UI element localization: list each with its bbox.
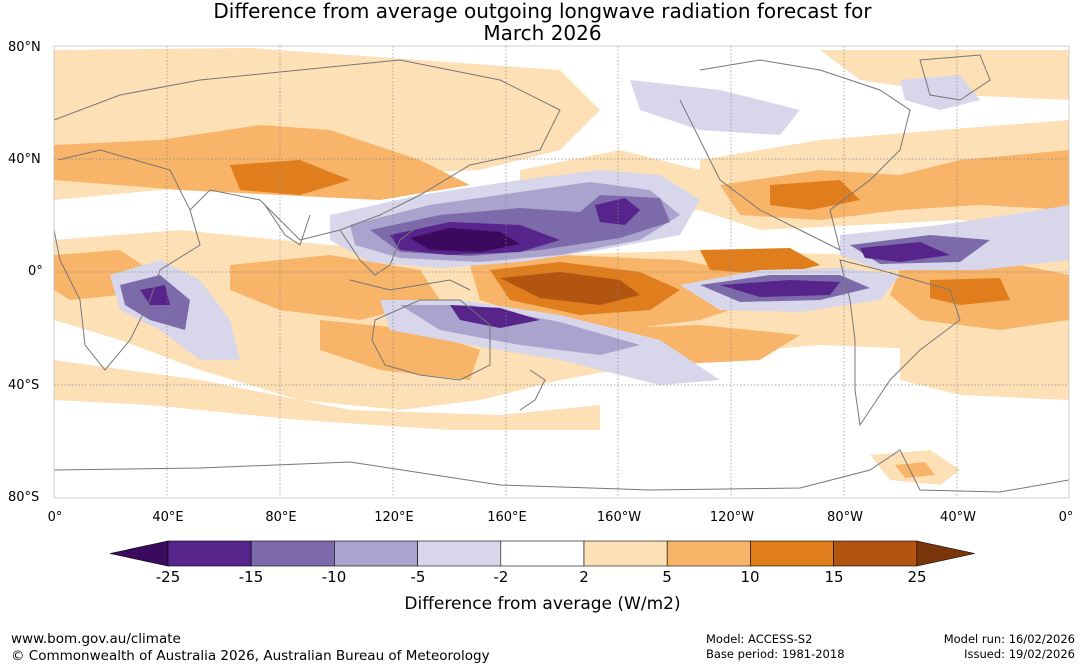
anomaly-positive-australia bbox=[320, 320, 480, 380]
map-frame bbox=[53, 45, 1070, 499]
lon-label-160w: 160°W bbox=[596, 510, 642, 525]
anomaly-negative-caribbean-strong bbox=[860, 242, 950, 262]
coast-indonesia bbox=[349, 279, 471, 291]
lon-label-40e: 40°E bbox=[152, 510, 184, 525]
colorbar-segment bbox=[167, 540, 252, 567]
anomaly-positive-arctic bbox=[820, 50, 1069, 100]
coast-south-america bbox=[839, 259, 961, 427]
coast-eurasia bbox=[54, 59, 561, 241]
coast-new-zealand bbox=[519, 369, 546, 411]
coast-greenland bbox=[919, 54, 991, 101]
coast-africa bbox=[54, 149, 201, 371]
colorbar-segment bbox=[666, 540, 751, 567]
colorbar-segment bbox=[750, 540, 834, 567]
lon-label-0-east: 0° bbox=[1058, 510, 1074, 525]
anomaly-positive-eurasia bbox=[54, 125, 470, 200]
anomaly-negative-south-indian-strong bbox=[140, 285, 170, 305]
anomaly-positive-gulf bbox=[770, 180, 860, 210]
colorbar-tick-label: 10 bbox=[740, 568, 760, 586]
anomaly-positive-central-asia bbox=[230, 160, 350, 195]
lat-label-80n: 80°N bbox=[8, 40, 41, 55]
coastlines bbox=[54, 54, 1069, 493]
title-line-2: March 2026 bbox=[483, 21, 602, 45]
anomaly-negative-arctic bbox=[630, 80, 800, 135]
anomaly-fields bbox=[54, 48, 1069, 485]
title-line-1: Difference from average outgoing longwav… bbox=[213, 0, 872, 23]
anomaly-negative-north-pacific-core bbox=[595, 198, 640, 225]
lon-label-0: 0° bbox=[47, 510, 63, 525]
lon-label-80e: 80°E bbox=[265, 510, 297, 525]
colorbar-segment bbox=[583, 540, 668, 567]
model-run-date: Model run: 16/02/2026 bbox=[943, 632, 1075, 646]
colorbar-tick-label: -15 bbox=[238, 568, 264, 586]
copyright-text: © Commonwealth of Australia 2026, Austra… bbox=[11, 648, 490, 664]
colorbar-tick-label: 15 bbox=[824, 568, 844, 586]
coast-australia bbox=[371, 299, 491, 381]
colorbar-segment bbox=[250, 540, 335, 567]
anomaly-negative-west-pacific-core bbox=[410, 228, 520, 252]
footer-dates: Model run: 16/02/2026 Issued: 19/02/2026 bbox=[944, 632, 1075, 662]
lon-label-80w: 80°W bbox=[827, 510, 863, 525]
lon-label-120w: 120°W bbox=[709, 510, 755, 525]
coast-southeast-asia bbox=[339, 224, 421, 276]
anomaly-strong-positive-south-atlantic bbox=[930, 278, 1010, 305]
colorbar-segment bbox=[334, 540, 418, 567]
model-name: Model: ACCESS-S2 bbox=[706, 632, 813, 646]
colorbar-tick-label: -2 bbox=[493, 568, 509, 586]
coast-india bbox=[264, 204, 311, 246]
anomaly-strong-positive-antarctic-peninsula bbox=[895, 462, 935, 478]
footer-attribution: www.bom.gov.au/climate © Commonwealth of… bbox=[11, 631, 490, 665]
lat-label-80s: 80°S bbox=[8, 490, 40, 505]
footer-model-info: Model: ACCESS-S2 Base period: 1981-2018 bbox=[706, 632, 845, 662]
lon-label-160e: 160°E bbox=[487, 510, 527, 525]
issued-date: Issued: 19/02/2026 bbox=[964, 647, 1075, 661]
colorbar-tick-label: -10 bbox=[321, 568, 347, 586]
lat-label-40n: 40°N bbox=[8, 152, 41, 167]
coast-north-america bbox=[679, 59, 911, 251]
anomaly-negative-east-pacific-strong bbox=[720, 280, 840, 297]
anomaly-very-strong-positive-pacific bbox=[500, 272, 640, 305]
colorbar-title: Difference from average (W/m2) bbox=[404, 594, 681, 614]
colorbar-segment bbox=[833, 540, 918, 567]
anomaly-positive-southern-midlatitudes bbox=[54, 360, 600, 430]
lat-label-40s: 40°S bbox=[8, 378, 40, 393]
colorbar-tick-label: -25 bbox=[155, 568, 181, 586]
colorbar-extend-high bbox=[916, 540, 975, 567]
lon-label-120e: 120°E bbox=[374, 510, 414, 525]
coast-antarctica bbox=[54, 449, 1069, 493]
anomaly-negative-greenland bbox=[900, 75, 980, 110]
lon-label-40w: 40°W bbox=[940, 510, 976, 525]
website-link[interactable]: www.bom.gov.au/climate bbox=[11, 631, 181, 647]
anomaly-strong-positive-east-pacific bbox=[700, 248, 820, 275]
graticule bbox=[54, 46, 1069, 498]
colorbar bbox=[109, 540, 975, 567]
colorbar-tick-label: -5 bbox=[410, 568, 426, 586]
colorbar-tick-label: 25 bbox=[907, 568, 927, 586]
base-period: Base period: 1981-2018 bbox=[706, 647, 845, 661]
colorbar-segment bbox=[417, 540, 502, 567]
colorbar-tick-label: 2 bbox=[579, 568, 589, 586]
colorbar-tick-label: 5 bbox=[662, 568, 672, 586]
map-title: Difference from average outgoing longwav… bbox=[0, 0, 1085, 44]
anomaly-positive-south-atlantic bbox=[900, 330, 1069, 400]
colorbar-segment bbox=[500, 540, 585, 567]
lat-label-equator: 0° bbox=[28, 264, 43, 279]
colorbar-extend-low bbox=[109, 540, 169, 567]
